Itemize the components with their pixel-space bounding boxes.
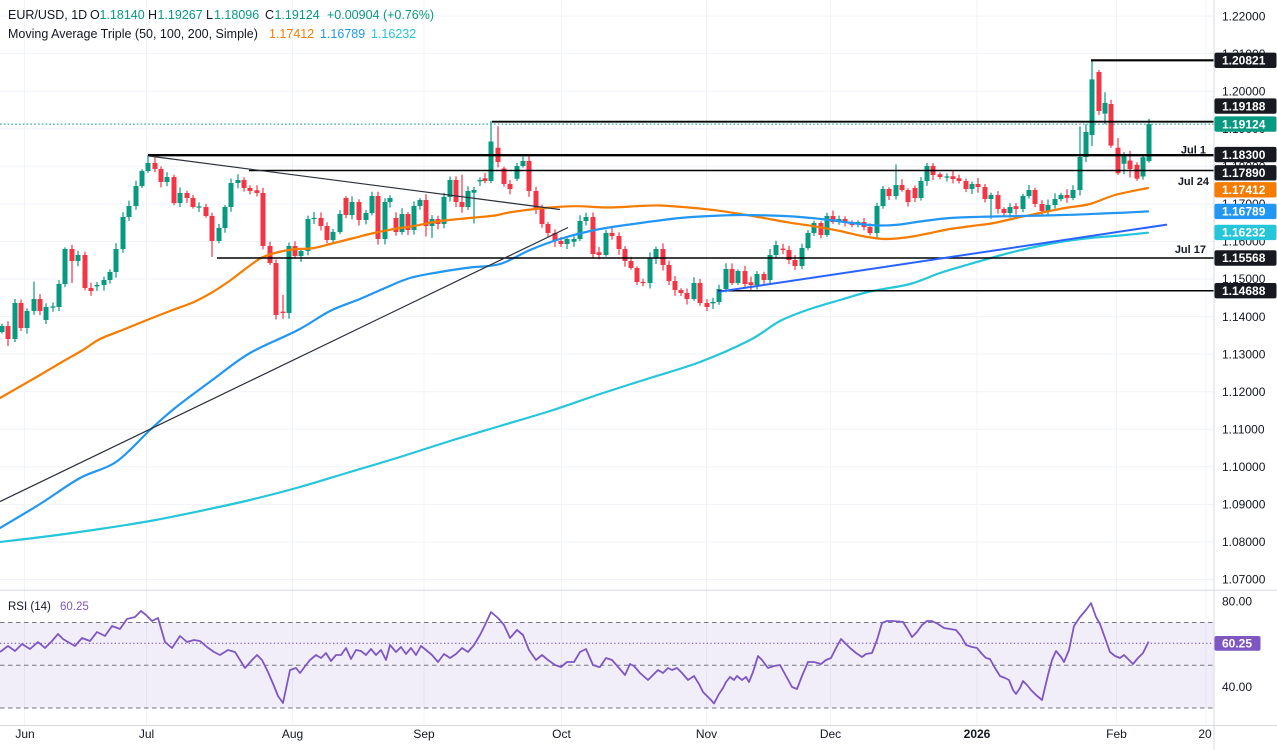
svg-text:1.11000: 1.11000 (1222, 422, 1265, 436)
svg-text:1.09000: 1.09000 (1222, 498, 1266, 512)
svg-text:20: 20 (1198, 727, 1212, 741)
svg-text:1.20821: 1.20821 (1222, 54, 1266, 68)
svg-text:RSI (14)60.25: RSI (14) 60.25 (8, 601, 89, 613)
svg-text:Sep: Sep (413, 727, 435, 741)
svg-text:Feb: Feb (1106, 727, 1127, 741)
svg-text:Jul 1: Jul 1 (1181, 144, 1206, 156)
svg-text:1.12000: 1.12000 (1222, 385, 1266, 399)
svg-text:Jun: Jun (15, 727, 34, 741)
svg-text:Nov: Nov (696, 727, 717, 741)
svg-text:1.10000: 1.10000 (1222, 460, 1266, 474)
svg-text:1.16789: 1.16789 (1222, 205, 1266, 219)
svg-text:1.19188: 1.19188 (1222, 99, 1266, 113)
svg-text:2026: 2026 (964, 727, 991, 741)
svg-text:Dec: Dec (820, 727, 841, 741)
svg-text:1.15000: 1.15000 (1222, 272, 1266, 286)
svg-text:1.14688: 1.14688 (1222, 284, 1266, 298)
svg-text:Jul 17: Jul 17 (1175, 244, 1206, 256)
svg-text:Jul 24: Jul 24 (1178, 176, 1210, 188)
svg-text:Oct: Oct (552, 727, 571, 741)
svg-text:1.18300: 1.18300 (1222, 148, 1266, 162)
svg-text:1.17412: 1.17412 (1222, 183, 1266, 197)
svg-text:Aug: Aug (282, 727, 303, 741)
svg-text:60.25: 60.25 (1222, 637, 1252, 651)
svg-text:1.22000: 1.22000 (1222, 9, 1266, 23)
svg-text:1.17890: 1.17890 (1222, 166, 1266, 180)
svg-text:1.20000: 1.20000 (1222, 84, 1266, 98)
svg-text:40.00: 40.00 (1222, 680, 1252, 694)
svg-text:1.14000: 1.14000 (1222, 310, 1266, 324)
svg-text:1.15568: 1.15568 (1222, 251, 1266, 265)
svg-text:1.19124: 1.19124 (1222, 117, 1266, 131)
svg-text:Moving Average Triple (50, 100: Moving Average Triple (50, 100, 200, Sim… (8, 27, 416, 41)
svg-text:1.07000: 1.07000 (1222, 573, 1266, 587)
svg-text:Jul: Jul (139, 727, 154, 741)
svg-text:80.00: 80.00 (1222, 594, 1252, 608)
svg-text:1.16232: 1.16232 (1222, 226, 1266, 240)
svg-text:1.13000: 1.13000 (1222, 347, 1266, 361)
svg-text:1.08000: 1.08000 (1222, 535, 1266, 549)
